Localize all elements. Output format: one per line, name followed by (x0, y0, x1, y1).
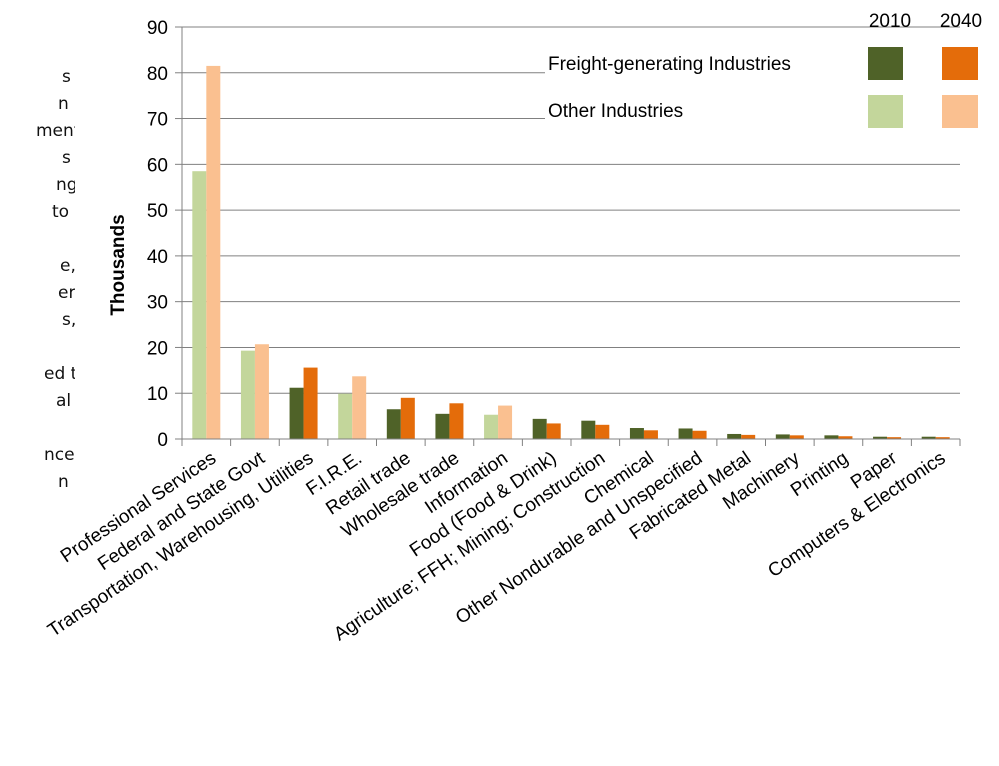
bar-2010 (727, 433, 742, 439)
bar-2040 (449, 403, 464, 439)
bar-2010 (921, 436, 936, 439)
bar-2040 (546, 423, 561, 439)
bar-2040 (498, 405, 513, 439)
legend-swatch-other-2010 (868, 95, 903, 128)
bar-2040 (887, 437, 902, 439)
bar-2010 (629, 428, 644, 439)
bar-2010 (289, 387, 304, 439)
bar-2010 (678, 428, 693, 439)
side-text-line: to (52, 202, 70, 222)
legend-swatch-other-2040 (942, 95, 978, 128)
y-tick-label: 90 (147, 18, 168, 39)
bar-2040 (400, 397, 415, 439)
y-tick-label: 40 (147, 247, 168, 268)
y-tick-label: 50 (147, 201, 168, 222)
bar-2040 (303, 367, 318, 439)
bar-2040 (692, 430, 707, 439)
legend-year-2040: 2040 (940, 11, 982, 32)
side-text-line: ng (56, 175, 75, 195)
legend-label-other: Other Industries (548, 101, 683, 122)
legend-swatch-freight-2040 (942, 47, 978, 80)
y-tick-label: 0 (157, 430, 168, 451)
bar-2040 (254, 344, 269, 439)
bar-2040 (643, 430, 658, 439)
y-tick-label: 60 (147, 155, 168, 176)
side-text-line: s (62, 67, 71, 87)
y-tick-label: 20 (147, 338, 168, 359)
side-text-line: ed to (44, 364, 75, 384)
side-text-line: er (58, 283, 75, 303)
bar-2040 (595, 424, 610, 439)
bar-2040 (741, 434, 756, 439)
y-axis-label: Thousands (108, 214, 129, 315)
bar-2040 (206, 65, 221, 440)
side-text-line: nce (44, 445, 75, 465)
bar-2040 (352, 376, 367, 439)
bar-2040 (789, 435, 804, 439)
y-tick-labels: 0 10 20 30 40 50 60 70 80 90 (147, 18, 168, 451)
bar-2010 (484, 414, 499, 439)
y-tick-label: 80 (147, 64, 168, 85)
bar-2010 (192, 171, 207, 439)
bar-2010 (824, 435, 839, 439)
bar-2010 (775, 434, 790, 439)
bar-2010 (581, 420, 596, 439)
legend-swatch-freight-2010 (868, 47, 903, 80)
side-text-line: n (58, 472, 69, 492)
bar-2040 (838, 436, 853, 439)
side-text-line: s (62, 148, 71, 168)
bars (192, 65, 950, 440)
bar-2010 (338, 393, 353, 439)
legend: 2010 2040 Freight-generating Industries … (545, 11, 982, 136)
bar-2010 (386, 409, 401, 439)
bar-2040 (935, 437, 950, 439)
bar-2010 (435, 413, 450, 439)
y-tick-label: 10 (147, 384, 168, 405)
axes (181, 27, 961, 446)
y-tick-label: 70 (147, 110, 168, 131)
side-text-line: n (58, 94, 69, 114)
legend-year-2010: 2010 (869, 11, 911, 32)
side-text-line: e, (60, 256, 75, 276)
side-text: snmentsngtoe,ers,ed toalncen (0, 64, 75, 496)
bar-2010 (240, 350, 255, 439)
side-text-line: al (56, 391, 72, 411)
y-tick-label: 30 (147, 293, 168, 314)
side-text-line: s, (62, 310, 75, 330)
side-text-line: ment (36, 121, 75, 141)
bar-2010 (873, 436, 888, 439)
bar-2010 (532, 418, 547, 439)
legend-label-freight: Freight-generating Industries (548, 54, 791, 75)
